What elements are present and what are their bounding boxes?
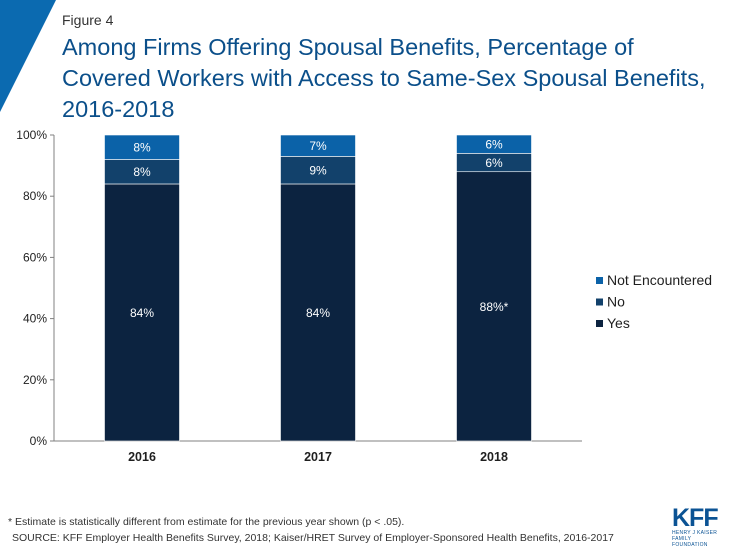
stacked-bar-chart: 0% 20% 40% 60% 80% 100% 84% 8% 8% 2016 84% 9% 7% 2017… [16,128,712,464]
bar-segment-yes [280,183,356,442]
chart-title: Among Firms Offering Spousal Benefits, P… [62,34,706,122]
legend-label: No [607,294,625,310]
bar-segment-no [104,159,180,185]
corner-accent-wedge [0,0,56,112]
data-label: 8% [133,141,151,155]
bar-segment-yes [456,171,532,442]
source-note: SOURCE: KFF Employer Health Benefits Sur… [12,532,614,544]
y-tick-label: 0% [30,434,48,448]
data-label: 8% [133,165,151,179]
y-tick-label: 100% [16,128,47,142]
y-tick-label: 20% [23,373,47,387]
legend-label: Not Encountered [607,272,712,288]
bar-segment-no [280,156,356,185]
figure-label: Figure 4 [62,12,114,28]
data-label: 9% [309,164,327,178]
bar-segment-yes [104,183,180,442]
data-label: 88%* [480,300,509,314]
data-label: 6% [485,156,503,170]
bar-segment-not-encountered [104,134,180,160]
data-label: 84% [306,306,330,320]
logo-wordmark: KFF [672,504,719,532]
logo-subtext: HENRY J KAISER FAMILY FOUNDATION [672,530,718,548]
legend-swatch [596,277,603,284]
y-tick-label: 80% [23,189,47,203]
x-tick-label: 2016 [128,450,156,464]
data-label: 84% [130,306,154,320]
footnote: * Estimate is statistically different fr… [8,516,405,528]
legend-label: Yes [607,315,630,331]
y-tick-label: 60% [23,250,47,264]
legend-swatch [596,320,603,327]
x-tick-label: 2017 [304,450,332,464]
data-label: 6% [485,138,503,152]
kff-logo: KFF HENRY J KAISER FAMILY FOUNDATION [672,504,722,549]
y-tick-label: 40% [23,312,47,326]
bar-segment-not-encountered [456,134,532,154]
bar-segment-not-encountered [280,134,356,157]
data-label: 7% [309,139,327,153]
legend-swatch [596,298,603,306]
x-tick-label: 2018 [480,450,508,464]
